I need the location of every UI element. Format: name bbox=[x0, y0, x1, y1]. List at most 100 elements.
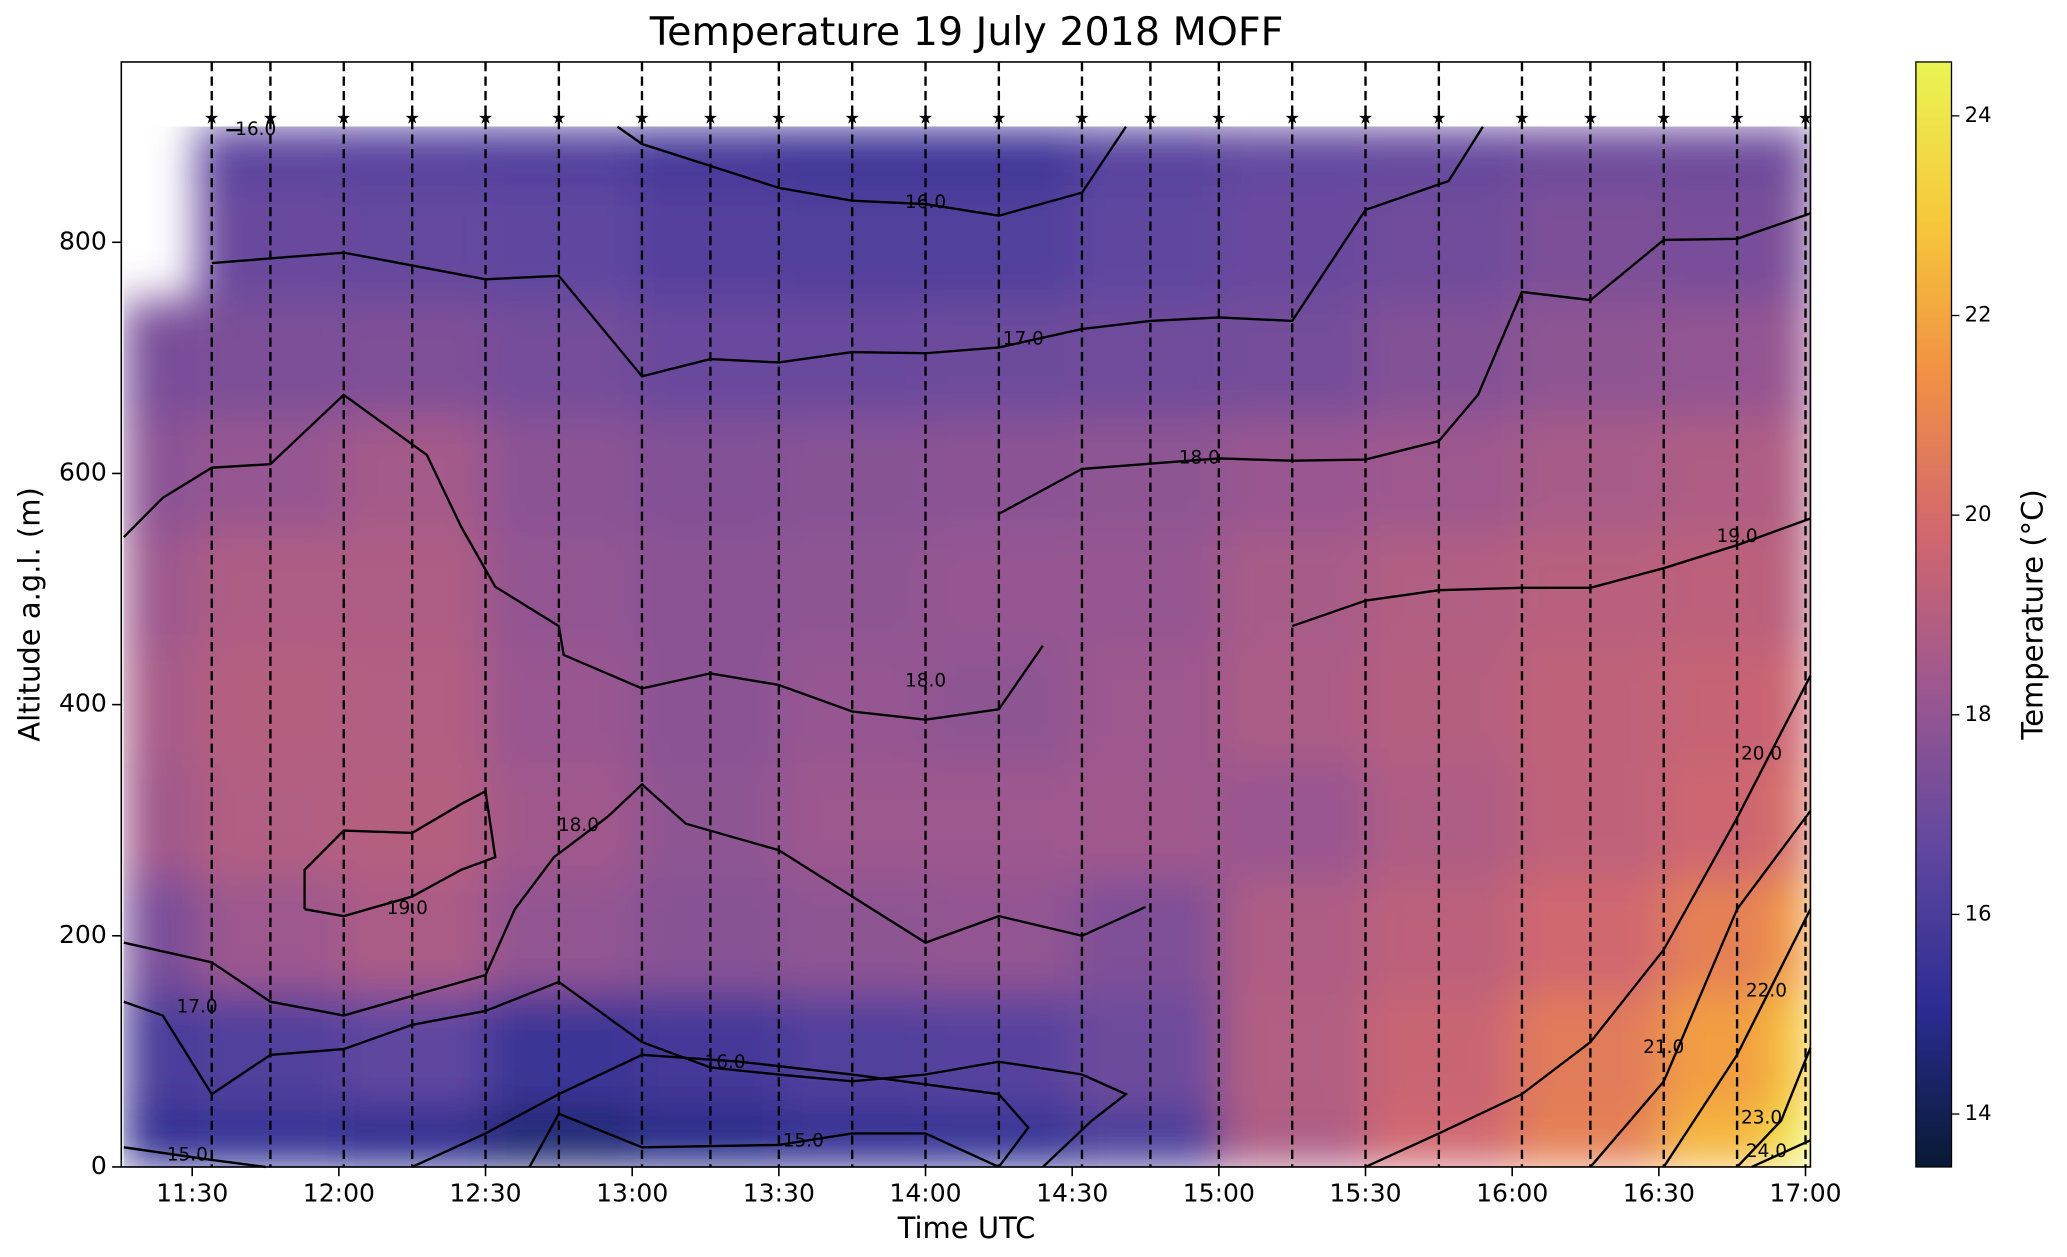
x-tick-label: 15:00 bbox=[1183, 1179, 1255, 1208]
heat-cell bbox=[1365, 300, 1516, 417]
x-tick-label: 17:00 bbox=[1769, 1179, 1841, 1208]
heat-cell bbox=[1221, 126, 1367, 186]
heat-cell bbox=[925, 531, 1076, 648]
contour-label: 15.0 bbox=[783, 1131, 824, 1152]
overlay: 17.0 16.0 16.0 18.0 18.0 18.0 17.0 16.0 15.0 15.0… bbox=[59, 61, 1842, 1208]
profile-marker: ★ bbox=[1285, 109, 1300, 129]
heat-cell bbox=[485, 184, 636, 301]
x-tick-label: 13:00 bbox=[596, 1179, 668, 1208]
heat-cell bbox=[1365, 877, 1516, 995]
contour-label: 17.0 bbox=[177, 996, 218, 1017]
heat-cell bbox=[485, 993, 636, 1110]
profile-marker: ★ bbox=[336, 109, 351, 129]
heat-cell bbox=[634, 646, 782, 764]
profile-marker: ★ bbox=[845, 109, 860, 129]
heat-cell bbox=[634, 126, 782, 186]
heat-cell bbox=[634, 993, 782, 1110]
heat-cell bbox=[634, 300, 782, 417]
heat-cell bbox=[925, 993, 1076, 1110]
contour-label: 18.0 bbox=[1179, 447, 1220, 468]
heat-cell bbox=[1074, 993, 1222, 1110]
heat-cell bbox=[1221, 415, 1367, 532]
heat-cell bbox=[123, 877, 198, 995]
x-tick-label: 14:30 bbox=[1036, 1179, 1108, 1208]
profile-marker: ★ bbox=[405, 109, 420, 129]
profile-marker: ★ bbox=[1358, 109, 1373, 129]
heat-cell bbox=[341, 762, 487, 879]
contour-line bbox=[1291, 517, 1811, 628]
heat-cell bbox=[925, 1109, 1076, 1168]
profile-marker: ★ bbox=[263, 109, 278, 129]
heat-cell bbox=[341, 415, 487, 532]
heat-cell bbox=[925, 877, 1076, 995]
profile-marker: ★ bbox=[1798, 109, 1813, 129]
heat-cell bbox=[634, 877, 782, 995]
heat-cell bbox=[1663, 993, 1775, 1110]
heat-cell bbox=[485, 762, 636, 879]
contour-line bbox=[123, 1146, 266, 1169]
heat-cell bbox=[485, 300, 636, 417]
y-tick-label: 0 bbox=[91, 1151, 107, 1180]
heat-cell bbox=[925, 300, 1076, 417]
heat-cell bbox=[1074, 184, 1222, 301]
profile-marker: ★ bbox=[1143, 109, 1158, 129]
y-tick-label: 800 bbox=[59, 226, 107, 255]
heat-cell bbox=[1663, 126, 1775, 186]
profile-marker: ★ bbox=[634, 109, 649, 129]
heat-cell bbox=[1074, 762, 1222, 879]
heat-cell bbox=[485, 1109, 636, 1168]
heat-cell bbox=[123, 762, 198, 879]
heat-cell bbox=[123, 415, 198, 532]
heat-cell bbox=[1074, 1109, 1222, 1168]
x-tick-label: 12:00 bbox=[303, 1179, 375, 1208]
contour-line bbox=[1589, 810, 1812, 1168]
heat-cell bbox=[925, 415, 1076, 532]
contour-label: 17.0 bbox=[1003, 328, 1044, 349]
heat-cell bbox=[341, 646, 487, 764]
heat-cell bbox=[634, 531, 782, 648]
contour-line bbox=[122, 393, 1044, 721]
heat-cell bbox=[781, 993, 927, 1110]
heat-cell bbox=[485, 646, 636, 764]
heat-cell bbox=[1221, 993, 1367, 1110]
heat-cell bbox=[1663, 184, 1775, 301]
x-tick-label: 15:30 bbox=[1329, 1179, 1401, 1208]
contour-line bbox=[1751, 1139, 1811, 1169]
heat-cell bbox=[781, 415, 927, 532]
heat-cell bbox=[123, 646, 198, 764]
heat-cell bbox=[925, 762, 1076, 879]
heatmap bbox=[123, 126, 1812, 1168]
profile-marker: ★ bbox=[1656, 109, 1671, 129]
heat-cell bbox=[485, 531, 636, 648]
contour-line bbox=[998, 212, 1811, 515]
profile-marker: ★ bbox=[551, 109, 566, 129]
contour-label: 18.0 bbox=[558, 815, 599, 836]
heat-cell bbox=[1365, 184, 1516, 301]
heat-cell bbox=[1221, 762, 1367, 879]
profile-marker: ★ bbox=[204, 109, 219, 129]
y-tick-label: 600 bbox=[59, 457, 107, 486]
y-axis-label: Altitude a.g.l. (m) bbox=[13, 487, 47, 742]
heat-cell bbox=[781, 126, 927, 186]
contour-line bbox=[411, 1053, 1030, 1169]
profile-marker: ★ bbox=[1074, 109, 1089, 129]
plot-frame bbox=[120, 61, 1812, 1168]
profile-marker: ★ bbox=[991, 109, 1006, 129]
profile-marker: ★ bbox=[1729, 109, 1744, 129]
x-axis-label: Time UTC bbox=[897, 1211, 1036, 1245]
heat-cell bbox=[341, 126, 487, 186]
contour-label: 20.0 bbox=[1741, 743, 1782, 764]
heat-cell bbox=[1663, 300, 1775, 417]
heat-cell bbox=[781, 646, 927, 764]
heat-cell bbox=[1365, 762, 1516, 879]
colorbar-tick-label: 16 bbox=[1965, 900, 1992, 925]
contour-label: 18.0 bbox=[905, 670, 946, 691]
heat-cell bbox=[1663, 646, 1775, 764]
heat-cell bbox=[781, 531, 927, 648]
heat-cell bbox=[781, 1109, 927, 1168]
heat-cell bbox=[341, 531, 487, 648]
heat-cell bbox=[341, 1109, 487, 1168]
contour-label: 23.0 bbox=[1741, 1107, 1782, 1128]
heat-cell bbox=[1221, 646, 1367, 764]
heat-cell bbox=[634, 762, 782, 879]
